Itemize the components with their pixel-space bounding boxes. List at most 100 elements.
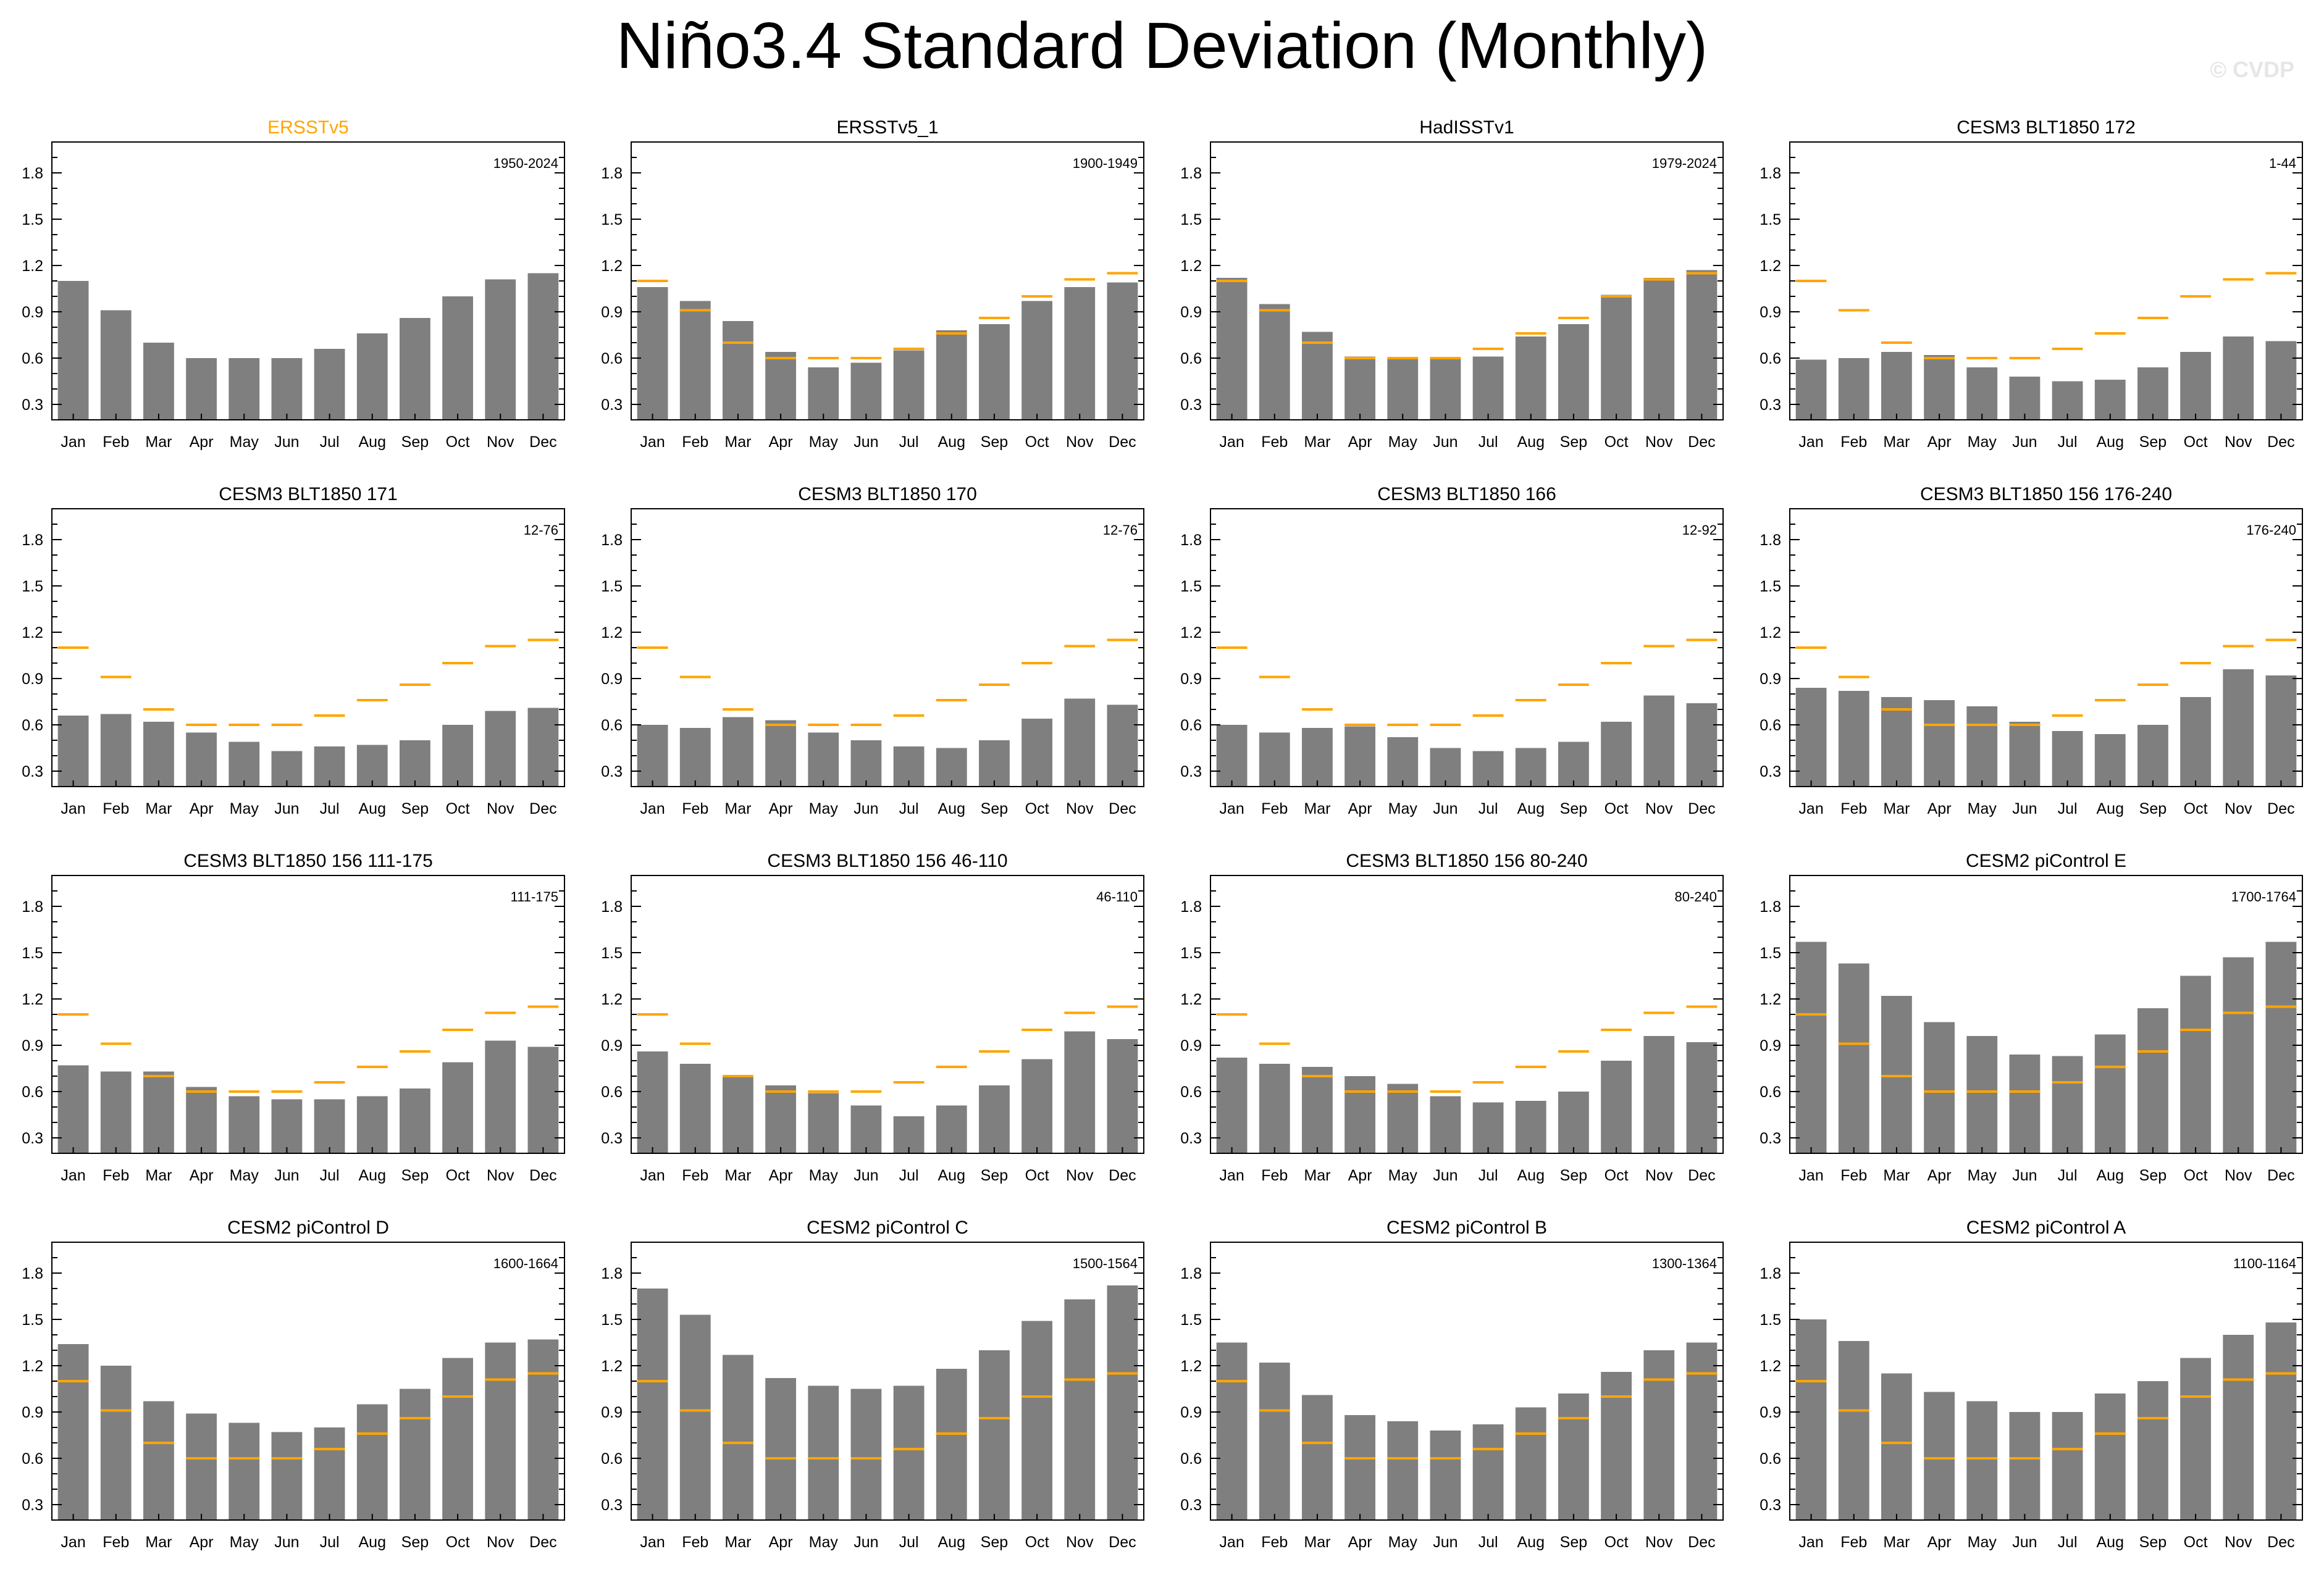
period-label: 12-76 — [1103, 522, 1138, 538]
y-tick-label: 0.9 — [22, 1404, 43, 1421]
bar — [1107, 1285, 1138, 1520]
bar — [1795, 1319, 1827, 1520]
bar — [527, 1047, 559, 1153]
y-tick-label: 1.8 — [1760, 165, 1781, 182]
bar — [485, 1342, 516, 1520]
chart-panel: 0.3 0.6 0.9 1.2 1.5 1.8 Jan Feb Mar Apr May Jun Jul A… — [601, 484, 1144, 817]
period-label: 176-240 — [2246, 522, 2296, 538]
panel-title: CESM3 BLT1850 156 80-240 — [1346, 851, 1587, 871]
x-tick-label: Jun — [1433, 1167, 1458, 1184]
period-label: 111-175 — [511, 889, 558, 904]
x-tick-label: Jul — [1479, 800, 1498, 817]
y-tick-label: 0.6 — [1180, 717, 1202, 734]
y-tick-label: 1.5 — [1760, 211, 1781, 228]
chart-panel: 0.3 0.6 0.9 1.2 1.5 1.8 Jan Feb Mar Apr May Jun Jul A… — [601, 1218, 1144, 1551]
bar — [2137, 367, 2168, 420]
period-label: 1600-1664 — [493, 1256, 558, 1271]
bar — [1966, 706, 1998, 787]
x-tick-label: Nov — [2225, 433, 2252, 451]
bar — [527, 273, 559, 420]
bar — [979, 324, 1010, 420]
x-tick-label: Mar — [145, 433, 172, 451]
y-tick-label: 0.9 — [22, 1037, 43, 1055]
x-tick-label: Dec — [1688, 1534, 1715, 1551]
x-tick-label: Mar — [1304, 1534, 1330, 1551]
chart-panel: 0.3 0.6 0.9 1.2 1.5 1.8 Jan Feb Mar Apr May Jun Jul A… — [22, 1218, 565, 1551]
bar — [1107, 1039, 1138, 1153]
panel-title: CESM2 piControl B — [1386, 1218, 1547, 1238]
x-tick-label: Mar — [1883, 800, 1910, 817]
x-tick-label: Aug — [2097, 1167, 2124, 1184]
y-tick-label: 0.3 — [601, 1130, 623, 1147]
bar — [723, 1355, 753, 1520]
x-tick-label: Sep — [401, 800, 429, 817]
bar — [1643, 1036, 1675, 1153]
x-tick-label: Jun — [1433, 433, 1458, 451]
x-tick-label: Jan — [61, 800, 85, 817]
bar — [2009, 377, 2041, 420]
bar — [356, 745, 388, 787]
panel-title: CESM3 BLT1850 166 — [1377, 484, 1556, 504]
chart-panel: 0.3 0.6 0.9 1.2 1.5 1.8 Jan Feb Mar Apr May Jun Jul A… — [1760, 851, 2303, 1184]
x-tick-label: Aug — [359, 1167, 386, 1184]
bar — [1558, 324, 1589, 420]
bar — [679, 1064, 711, 1153]
x-tick-label: Sep — [1560, 800, 1587, 817]
bar — [1558, 1393, 1589, 1520]
bar — [1601, 722, 1632, 787]
x-tick-label: Jun — [1433, 1534, 1458, 1551]
x-tick-label: Aug — [938, 1534, 965, 1551]
x-tick-label: May — [1388, 800, 1418, 817]
bar — [2094, 734, 2126, 787]
y-tick-label: 0.3 — [22, 1130, 43, 1147]
y-tick-label: 1.5 — [1180, 945, 1202, 962]
x-tick-label: Dec — [1688, 800, 1715, 817]
bar — [1472, 1102, 1504, 1153]
bar — [1064, 698, 1096, 787]
bar — [1601, 1372, 1632, 1520]
x-tick-label: Jan — [1219, 433, 1244, 451]
chart-panel: 0.3 0.6 0.9 1.2 1.5 1.8 Jan Feb Mar Apr May Jun Jul A… — [22, 117, 565, 451]
x-tick-label: May — [230, 800, 259, 817]
bar — [229, 1423, 260, 1520]
y-tick-label: 0.9 — [1180, 1037, 1202, 1055]
bar — [314, 1099, 345, 1153]
bar — [1881, 1373, 1912, 1520]
bar — [1881, 697, 1912, 787]
y-tick-label: 0.3 — [22, 1497, 43, 1514]
y-tick-label: 1.2 — [601, 1358, 623, 1375]
bar — [1387, 1084, 1419, 1153]
x-tick-label: Aug — [938, 433, 965, 451]
y-tick-label: 1.2 — [1180, 257, 1202, 275]
x-tick-label: Jan — [61, 1534, 85, 1551]
bar — [100, 1366, 132, 1520]
bar — [1838, 963, 1869, 1153]
bar — [100, 714, 132, 787]
x-tick-label: Nov — [1066, 1534, 1094, 1551]
bar — [1021, 1059, 1052, 1153]
x-tick-label: Dec — [2267, 800, 2294, 817]
chart-panel: 0.3 0.6 0.9 1.2 1.5 1.8 Jan Feb Mar Apr May Jun Jul A… — [601, 117, 1144, 451]
bar — [186, 732, 217, 787]
x-tick-label: Oct — [1025, 800, 1049, 817]
y-tick-label: 0.3 — [1180, 396, 1202, 414]
x-tick-label: Mar — [724, 1534, 751, 1551]
bar — [1515, 1407, 1546, 1520]
bar — [271, 1099, 303, 1153]
bar — [637, 725, 668, 787]
x-tick-label: Dec — [1109, 1167, 1136, 1184]
bar — [1643, 1350, 1675, 1520]
x-tick-label: Jun — [2012, 433, 2037, 451]
bar — [1472, 1424, 1504, 1520]
bar — [314, 1427, 345, 1520]
x-tick-label: May — [1968, 800, 1997, 817]
y-tick-label: 0.9 — [1180, 304, 1202, 321]
x-tick-label: Nov — [2225, 1534, 2252, 1551]
bar — [57, 716, 89, 787]
y-tick-label: 0.3 — [22, 396, 43, 414]
x-tick-label: Dec — [2267, 433, 2294, 451]
x-tick-label: Jul — [320, 800, 340, 817]
bar — [1302, 332, 1333, 420]
y-tick-label: 1.5 — [22, 945, 43, 962]
panel-title: CESM2 piControl E — [1966, 851, 2126, 871]
